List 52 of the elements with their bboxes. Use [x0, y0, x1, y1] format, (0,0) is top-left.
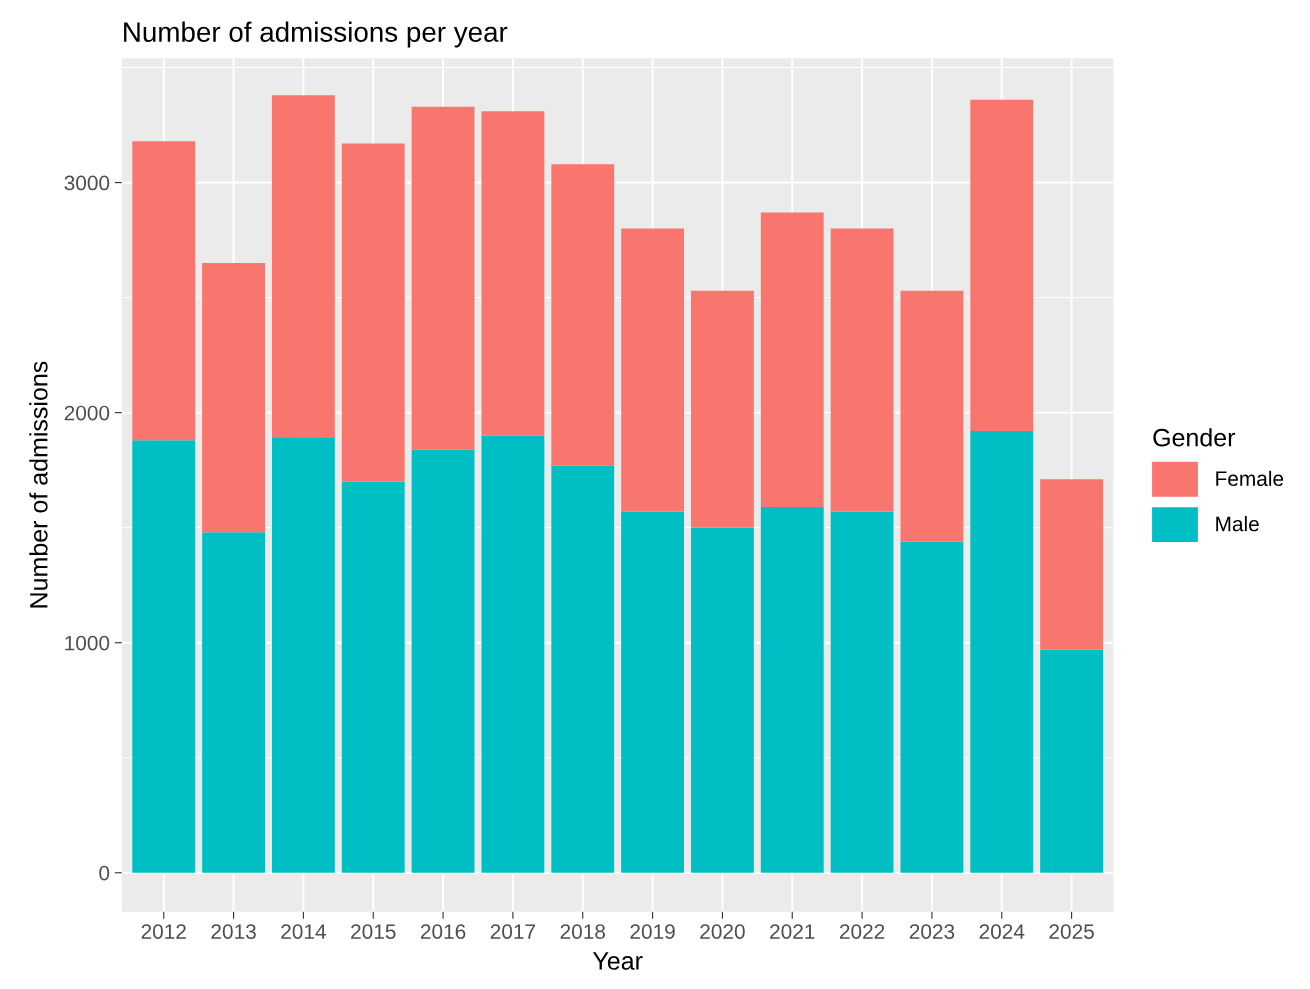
bar	[271, 437, 335, 873]
y-tick-label: 1000	[65, 635, 110, 651]
bar	[551, 164, 615, 466]
bar	[830, 511, 894, 873]
x-tick-label: 2021	[770, 924, 815, 939]
x-tick-label: 2018	[560, 924, 606, 939]
bar	[621, 511, 685, 873]
bar	[690, 290, 754, 528]
x-tick-label: 2025	[1049, 924, 1094, 939]
bar	[830, 228, 894, 512]
x-tick-label: 2023	[909, 924, 955, 939]
bar	[1040, 479, 1104, 650]
bar	[621, 228, 685, 512]
x-tick-label: 2024	[979, 924, 1025, 939]
y-tick-label: 0	[99, 865, 110, 881]
legend-label: Male	[1216, 516, 1259, 532]
bar	[900, 290, 964, 542]
bar	[551, 465, 615, 873]
bar	[481, 111, 545, 436]
x-tick-label: 2015	[351, 924, 396, 939]
bar	[481, 435, 545, 873]
x-axis-title: Year	[592, 952, 643, 970]
bar	[202, 532, 265, 873]
y-tick-label: 2000	[64, 405, 110, 421]
chart-title: Number of admissions per year	[124, 21, 508, 48]
legend-label: Female	[1216, 470, 1284, 487]
bar	[202, 263, 265, 533]
x-tick-label: 2019	[630, 924, 675, 939]
y-tick-label: 3000	[64, 175, 110, 191]
y-axis-title: Number of admissions	[29, 361, 48, 608]
legend-title: Gender	[1153, 428, 1236, 447]
bar	[271, 95, 335, 438]
x-tick-label: 2012	[141, 924, 186, 939]
x-tick-label: 2020	[700, 924, 745, 939]
x-tick-label: 2022	[839, 924, 885, 939]
bar	[132, 141, 196, 441]
bar	[1040, 649, 1104, 873]
x-tick-label: 2014	[281, 924, 326, 939]
bar	[690, 527, 754, 873]
bar	[970, 99, 1034, 432]
x-tick-label: 2017	[490, 924, 536, 939]
bar	[411, 449, 475, 873]
bar	[970, 431, 1034, 873]
bar	[411, 106, 475, 450]
bar	[132, 440, 196, 873]
bar	[760, 506, 824, 873]
bar	[341, 481, 405, 873]
x-tick-label: 2016	[420, 924, 466, 939]
bar	[760, 212, 824, 507]
x-tick-label: 2013	[211, 924, 256, 939]
bar	[341, 143, 405, 482]
bar	[900, 541, 964, 873]
